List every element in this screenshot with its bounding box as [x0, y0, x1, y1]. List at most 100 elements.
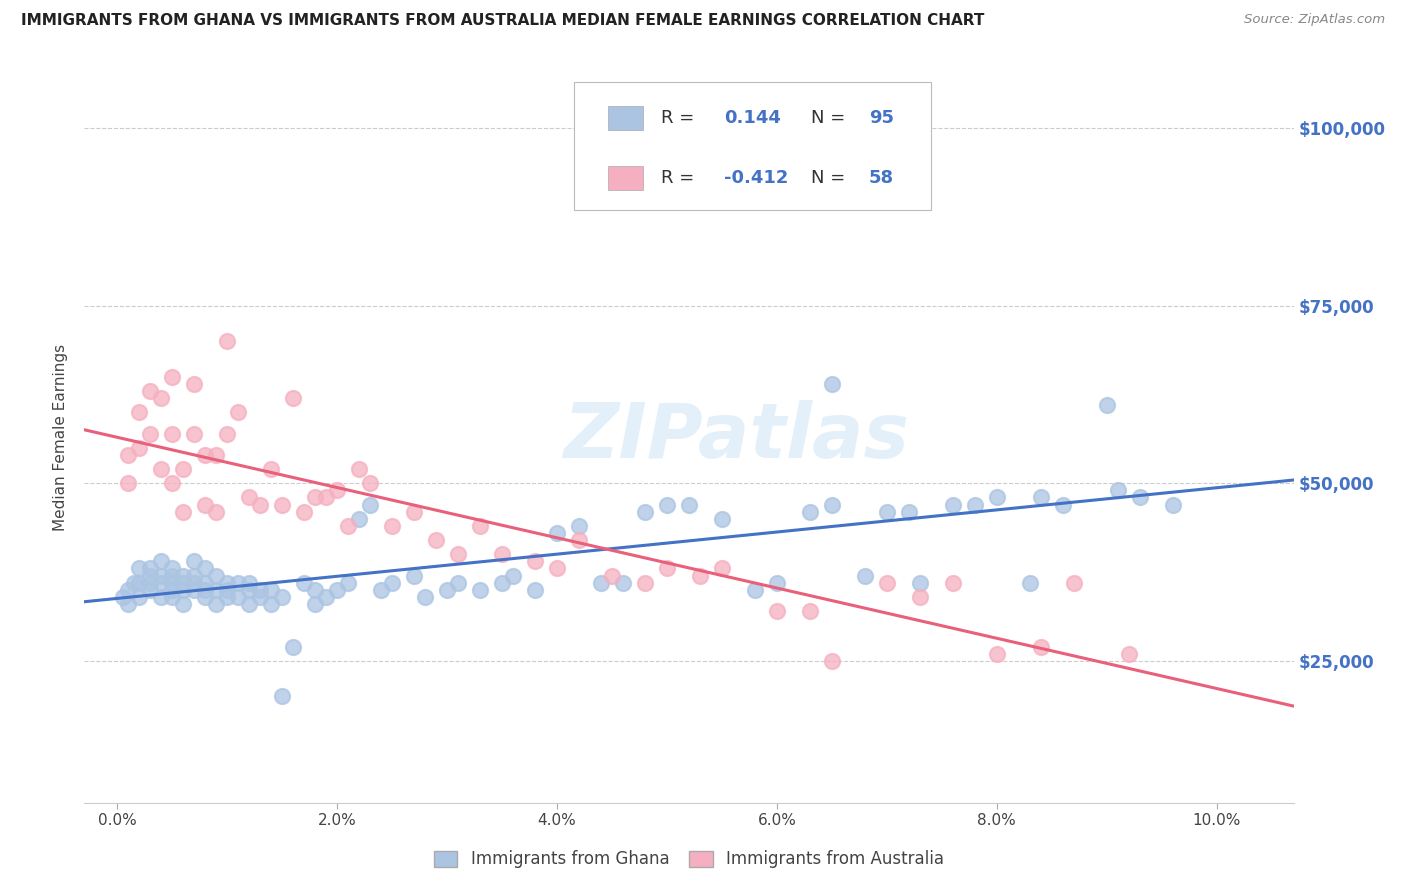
Point	[128, 575, 150, 590]
Point	[963, 498, 986, 512]
Point	[1063, 575, 1085, 590]
Point	[217, 334, 239, 349]
Point	[908, 590, 931, 604]
Point	[183, 426, 205, 441]
Point	[260, 462, 283, 476]
Point	[172, 575, 194, 590]
Point	[326, 483, 349, 498]
Point	[150, 462, 173, 476]
Point	[139, 568, 162, 582]
Point	[744, 582, 766, 597]
Point	[821, 654, 844, 668]
Point	[172, 582, 194, 597]
Point	[326, 582, 349, 597]
Point	[205, 505, 228, 519]
Point	[942, 498, 965, 512]
Point	[600, 568, 623, 582]
Point	[117, 597, 139, 611]
Point	[249, 498, 271, 512]
Text: R =: R =	[661, 169, 700, 186]
Point	[260, 597, 283, 611]
Point	[413, 590, 436, 604]
Point	[238, 597, 260, 611]
Point	[172, 597, 194, 611]
Point	[226, 590, 249, 604]
Point	[986, 647, 1008, 661]
Point	[447, 547, 470, 561]
Point	[425, 533, 447, 547]
Text: R =: R =	[661, 109, 700, 127]
Point	[172, 505, 194, 519]
Point	[117, 448, 139, 462]
FancyBboxPatch shape	[607, 106, 643, 130]
Point	[634, 505, 657, 519]
Text: ZIPatlas: ZIPatlas	[564, 401, 910, 474]
Text: N =: N =	[811, 109, 851, 127]
Point	[568, 533, 591, 547]
Point	[799, 505, 821, 519]
Point	[238, 582, 260, 597]
Point	[359, 498, 381, 512]
Point	[150, 554, 173, 568]
Point	[150, 590, 173, 604]
Point	[876, 575, 898, 590]
Point	[283, 640, 305, 654]
Point	[238, 575, 260, 590]
Point	[183, 575, 205, 590]
Point	[612, 575, 634, 590]
Point	[1029, 491, 1052, 505]
Point	[546, 525, 568, 540]
FancyBboxPatch shape	[607, 167, 643, 190]
Point	[589, 575, 612, 590]
Point	[194, 561, 217, 575]
Point	[821, 498, 844, 512]
Point	[381, 575, 404, 590]
Point	[249, 582, 271, 597]
Point	[315, 491, 337, 505]
Point	[468, 582, 491, 597]
Point	[821, 376, 844, 391]
Point	[172, 568, 194, 582]
Point	[238, 491, 260, 505]
Text: 95: 95	[869, 109, 894, 127]
Point	[1018, 575, 1040, 590]
Point	[1095, 398, 1118, 412]
Point	[128, 405, 150, 419]
Point	[139, 561, 162, 575]
Point	[205, 568, 228, 582]
Point	[655, 498, 678, 512]
Point	[271, 690, 294, 704]
Point	[205, 448, 228, 462]
Text: -0.412: -0.412	[724, 169, 789, 186]
Point	[217, 575, 239, 590]
Point	[678, 498, 700, 512]
Point	[766, 575, 789, 590]
Point	[315, 590, 337, 604]
Point	[205, 582, 228, 597]
Point	[117, 476, 139, 491]
Point	[283, 391, 305, 405]
Point	[524, 582, 547, 597]
Point	[139, 384, 162, 398]
Point	[942, 575, 965, 590]
Point	[162, 369, 184, 384]
Point	[404, 505, 426, 519]
Point	[217, 582, 239, 597]
Point	[194, 575, 217, 590]
Point	[799, 604, 821, 618]
Point	[1118, 647, 1140, 661]
Point	[766, 604, 789, 618]
Point	[304, 491, 326, 505]
Point	[162, 426, 184, 441]
Text: Source: ZipAtlas.com: Source: ZipAtlas.com	[1244, 13, 1385, 27]
Point	[292, 575, 315, 590]
Point	[150, 568, 173, 582]
Point	[524, 554, 547, 568]
Point	[194, 448, 217, 462]
Point	[304, 597, 326, 611]
Point	[1161, 498, 1184, 512]
Legend: Immigrants from Ghana, Immigrants from Australia: Immigrants from Ghana, Immigrants from A…	[427, 844, 950, 875]
Point	[260, 582, 283, 597]
Point	[404, 568, 426, 582]
Point	[111, 590, 134, 604]
